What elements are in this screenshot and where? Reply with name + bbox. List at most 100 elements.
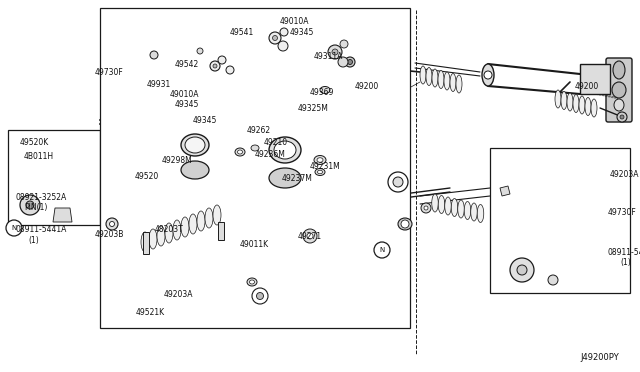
Circle shape (106, 218, 118, 230)
Ellipse shape (173, 220, 181, 240)
Ellipse shape (613, 61, 625, 79)
Ellipse shape (450, 74, 456, 92)
Text: 49203A: 49203A (610, 170, 639, 179)
Text: N: N (380, 247, 385, 253)
Ellipse shape (456, 75, 462, 93)
Ellipse shape (471, 203, 477, 221)
Text: 4B011H: 4B011H (24, 152, 54, 161)
Ellipse shape (444, 72, 450, 90)
Text: 49521K: 49521K (136, 308, 165, 317)
Circle shape (20, 195, 40, 215)
Circle shape (280, 28, 288, 36)
Circle shape (252, 288, 268, 304)
Ellipse shape (274, 141, 296, 159)
Ellipse shape (197, 211, 205, 231)
Circle shape (374, 242, 390, 258)
Ellipse shape (585, 97, 591, 115)
Text: 49542: 49542 (175, 60, 199, 69)
Circle shape (307, 233, 313, 239)
Circle shape (213, 64, 217, 68)
Circle shape (150, 51, 158, 59)
Circle shape (617, 112, 627, 122)
Text: 49931: 49931 (147, 80, 172, 89)
Ellipse shape (181, 134, 209, 156)
Circle shape (257, 292, 264, 299)
Ellipse shape (213, 205, 221, 225)
Text: 49200: 49200 (575, 82, 599, 91)
Ellipse shape (189, 214, 197, 234)
Bar (143, 232, 149, 254)
Ellipse shape (251, 145, 259, 151)
Ellipse shape (320, 87, 330, 93)
Ellipse shape (250, 280, 255, 284)
Text: 49271: 49271 (298, 232, 322, 241)
Text: J49200PY: J49200PY (580, 353, 619, 362)
Text: 49345: 49345 (290, 28, 314, 37)
Ellipse shape (317, 170, 323, 174)
Text: 49010A: 49010A (280, 17, 310, 26)
Ellipse shape (185, 137, 205, 153)
Ellipse shape (567, 93, 573, 111)
Bar (100, 8, 410, 328)
FancyBboxPatch shape (606, 58, 632, 122)
Ellipse shape (181, 161, 209, 179)
Ellipse shape (432, 194, 438, 212)
Circle shape (388, 172, 408, 192)
Circle shape (517, 265, 527, 275)
Bar (8, 130, 100, 225)
Ellipse shape (579, 96, 585, 114)
Ellipse shape (149, 229, 157, 249)
Text: 49010A: 49010A (170, 90, 200, 99)
Circle shape (393, 177, 403, 187)
Text: 49203A: 49203A (164, 290, 193, 299)
Ellipse shape (141, 232, 149, 252)
Ellipse shape (315, 169, 325, 176)
Ellipse shape (438, 196, 445, 214)
Ellipse shape (426, 67, 432, 86)
Ellipse shape (612, 82, 626, 98)
Circle shape (6, 220, 22, 236)
Polygon shape (53, 208, 72, 222)
Text: 49200: 49200 (355, 82, 380, 91)
Ellipse shape (205, 208, 213, 228)
Ellipse shape (458, 200, 464, 218)
Ellipse shape (438, 71, 444, 89)
Circle shape (424, 206, 428, 210)
Ellipse shape (235, 148, 245, 156)
Circle shape (421, 203, 431, 213)
Ellipse shape (464, 202, 471, 219)
Text: 49210: 49210 (264, 138, 288, 147)
Text: N: N (12, 225, 17, 231)
Text: 08911-5441A: 08911-5441A (16, 225, 67, 234)
Text: 49262: 49262 (247, 126, 271, 135)
Circle shape (109, 221, 115, 227)
Circle shape (210, 61, 220, 71)
Circle shape (348, 60, 353, 64)
Ellipse shape (561, 92, 567, 109)
Text: 49237M: 49237M (282, 174, 313, 183)
Text: 49520: 49520 (135, 172, 159, 181)
Circle shape (401, 220, 409, 228)
Ellipse shape (181, 217, 189, 237)
Text: 49011K: 49011K (240, 240, 269, 249)
Ellipse shape (482, 64, 494, 86)
Ellipse shape (247, 278, 257, 286)
Text: 49203B: 49203B (95, 230, 124, 239)
Circle shape (197, 48, 203, 54)
Text: 49730F: 49730F (608, 208, 637, 217)
Ellipse shape (555, 90, 561, 108)
Circle shape (273, 35, 278, 41)
Text: 49231M: 49231M (310, 162, 340, 171)
Circle shape (332, 49, 338, 55)
Ellipse shape (477, 205, 484, 222)
Circle shape (26, 201, 34, 209)
Bar (580, 64, 610, 94)
Circle shape (278, 41, 288, 51)
Text: 49345: 49345 (175, 100, 200, 109)
Ellipse shape (269, 168, 301, 188)
Circle shape (338, 57, 348, 67)
Circle shape (340, 40, 348, 48)
Ellipse shape (445, 197, 451, 215)
Circle shape (484, 71, 492, 79)
Ellipse shape (165, 223, 173, 243)
